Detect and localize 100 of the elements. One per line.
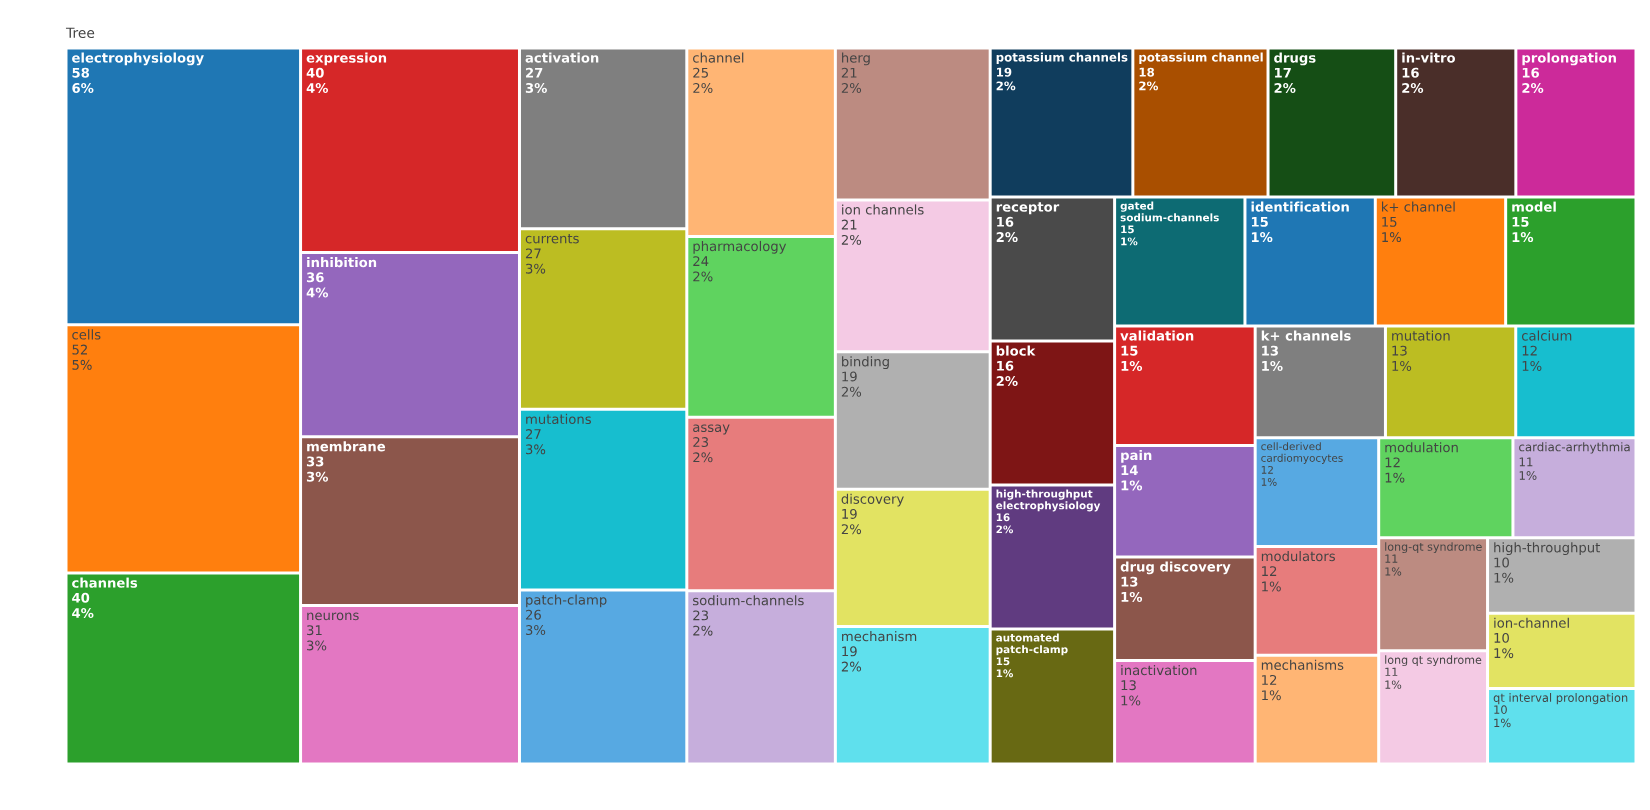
data-label: 10 1% bbox=[1494, 632, 1514, 659]
category-label: pain bbox=[1121, 449, 1152, 463]
category-label: assay bbox=[693, 424, 730, 435]
data-label: 19 2% bbox=[996, 67, 1016, 91]
data-label: 14 1% bbox=[1121, 465, 1143, 491]
data-label: 26 3% bbox=[525, 609, 546, 636]
category-label: pharmacology bbox=[693, 240, 787, 254]
category-label: model bbox=[1512, 201, 1556, 212]
data-label: 15 1% bbox=[1382, 217, 1401, 243]
data-label: 27 3% bbox=[525, 429, 546, 455]
category-label: qt interval prolongation bbox=[1493, 693, 1628, 705]
data-label: 19 2% bbox=[841, 508, 862, 535]
category-label: modulation bbox=[1385, 442, 1458, 453]
category-label: binding bbox=[842, 356, 889, 370]
category-label: inactivation bbox=[1121, 664, 1197, 676]
data-label: 17 2% bbox=[1274, 67, 1296, 93]
data-label: 40 4% bbox=[306, 67, 329, 93]
data-label: 31 3% bbox=[307, 625, 327, 651]
category-label: cell-derived cardiomyocytes bbox=[1261, 442, 1343, 464]
category-label: inhibition bbox=[307, 257, 377, 268]
category-label: activation bbox=[525, 52, 599, 63]
data-label: 33 3% bbox=[306, 456, 329, 482]
category-label: channel bbox=[693, 52, 744, 63]
data-label: 36 4% bbox=[306, 272, 329, 298]
category-label: long-qt syndrome bbox=[1385, 542, 1482, 553]
category-label: identification bbox=[1251, 201, 1349, 212]
data-label: 15 1% bbox=[996, 657, 1014, 678]
category-label: validation bbox=[1120, 330, 1194, 341]
category-label: mechanisms bbox=[1261, 659, 1344, 670]
data-label: 16 2% bbox=[996, 216, 1018, 243]
data-label: 21 2% bbox=[841, 67, 862, 93]
category-label: channels bbox=[72, 577, 138, 588]
category-label: in-vitro bbox=[1402, 52, 1456, 63]
data-label: 11 1% bbox=[1385, 554, 1402, 576]
category-label: mutations bbox=[526, 413, 591, 425]
category-label: long qt syndrome bbox=[1385, 655, 1482, 667]
data-label: 21 2% bbox=[841, 219, 862, 245]
data-label: 11 1% bbox=[1385, 667, 1402, 689]
data-label: 13 1% bbox=[1392, 345, 1412, 371]
category-label: ion channels bbox=[842, 204, 924, 215]
data-label: 12 1% bbox=[1262, 566, 1281, 592]
category-label: cells bbox=[72, 329, 101, 340]
category-label: automated patch-clamp bbox=[996, 633, 1068, 656]
data-label: 27 3% bbox=[525, 67, 547, 93]
category-label: calcium bbox=[1521, 330, 1572, 341]
data-label: 10 1% bbox=[1494, 705, 1511, 728]
category-label: ion-channel bbox=[1494, 617, 1569, 628]
data-label: 16 2% bbox=[996, 513, 1014, 534]
data-label: 12 1% bbox=[1522, 345, 1542, 371]
data-label: 16 2% bbox=[1402, 67, 1424, 93]
data-label: 15 1% bbox=[1121, 345, 1143, 371]
data-label: 16 2% bbox=[1522, 67, 1544, 93]
category-label: block bbox=[996, 345, 1036, 356]
category-label: potassium channel bbox=[1139, 52, 1263, 64]
data-label: 18 2% bbox=[1139, 67, 1159, 91]
category-label: patch-clamp bbox=[526, 594, 607, 608]
data-label: 23 2% bbox=[693, 437, 713, 463]
category-label: prolongation bbox=[1522, 52, 1616, 66]
category-label: receptor bbox=[996, 202, 1060, 215]
category-label: drugs bbox=[1274, 52, 1316, 66]
category-label: sodium-channels bbox=[693, 595, 804, 606]
data-label: 27 3% bbox=[525, 248, 546, 274]
data-label: 19 2% bbox=[841, 371, 862, 397]
category-label: cardiac-arrhythmia bbox=[1519, 442, 1630, 454]
data-label: 11 1% bbox=[1519, 457, 1537, 480]
data-label: 12 1% bbox=[1261, 465, 1277, 486]
category-label: discovery bbox=[841, 493, 904, 507]
data-label: 25 2% bbox=[693, 67, 713, 93]
data-label: 10 1% bbox=[1494, 557, 1514, 583]
category-label: neurons bbox=[307, 612, 359, 621]
text: Tree bbox=[65, 27, 95, 39]
category-label: currents bbox=[525, 233, 579, 244]
data-label: 13 1% bbox=[1262, 345, 1283, 371]
category-label: gated sodium-channels bbox=[1120, 201, 1219, 222]
data-label: 15 1% bbox=[1512, 217, 1534, 243]
data-label: 23 2% bbox=[693, 610, 713, 636]
category-label: modulators bbox=[1261, 550, 1335, 562]
category-label: drug discovery bbox=[1120, 561, 1231, 575]
data-label: 52 5% bbox=[72, 344, 92, 370]
data-label: 40 4% bbox=[72, 592, 94, 619]
category-label: high-throughput bbox=[1494, 542, 1601, 556]
data-label: 16 2% bbox=[996, 360, 1018, 387]
category-label: herg bbox=[842, 52, 870, 66]
category-label: mutation bbox=[1392, 330, 1450, 341]
data-label: 58 6% bbox=[72, 67, 94, 93]
data-label: 15 1% bbox=[1251, 217, 1273, 243]
category-label: membrane bbox=[307, 441, 386, 452]
data-label: 19 2% bbox=[841, 646, 862, 672]
category-label: k+ channel bbox=[1382, 201, 1455, 212]
category-label: mechanism bbox=[842, 631, 917, 642]
data-label: 13 1% bbox=[1121, 680, 1141, 706]
category-label: electrophysiology bbox=[72, 52, 204, 66]
data-label: 12 1% bbox=[1262, 674, 1281, 701]
data-label: 12 1% bbox=[1385, 457, 1405, 483]
data-label: 13 1% bbox=[1121, 576, 1143, 602]
category-label: high-throughput electrophysiology bbox=[996, 489, 1101, 512]
data-label: 15 1% bbox=[1121, 225, 1138, 246]
category-label: potassium channels bbox=[996, 52, 1128, 64]
category-label: expression bbox=[306, 52, 387, 66]
data-label: 24 2% bbox=[693, 256, 713, 282]
